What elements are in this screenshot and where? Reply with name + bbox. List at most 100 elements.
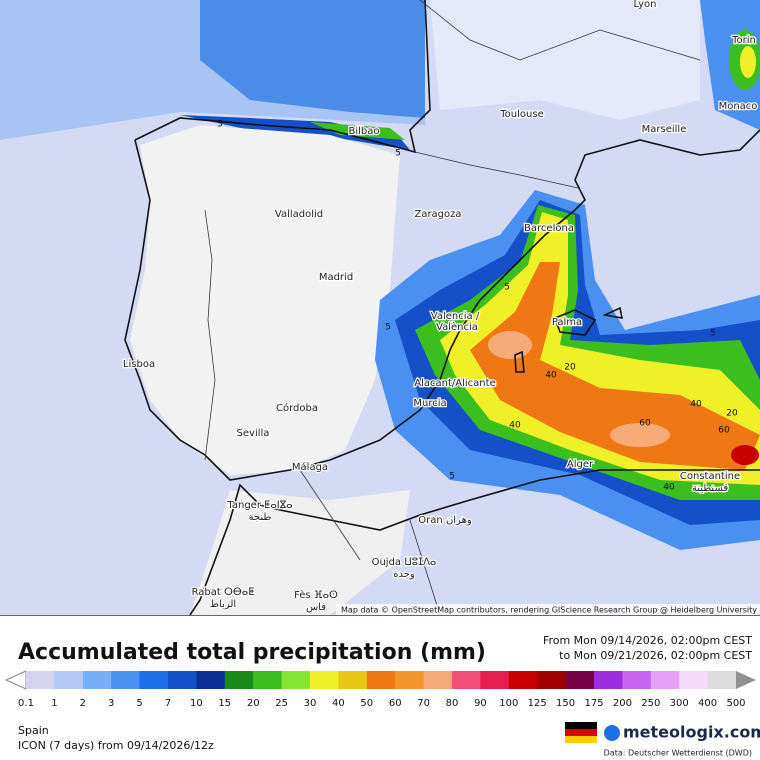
city-label: Toulouse: [499, 109, 543, 120]
city-label: Tanger ⵟⴰⵏⴵⴰ: [226, 500, 292, 511]
city-label: Monaco: [719, 101, 758, 112]
legend-swatch: [679, 671, 709, 689]
legend-label: 20: [247, 698, 260, 709]
legend-label: 10: [190, 698, 203, 709]
coastline: [124, 129, 760, 481]
legend-label: 7: [165, 698, 171, 709]
border: [204, 0, 701, 615]
coastline: [134, 0, 431, 154]
legend-swatch: [196, 671, 226, 689]
city-label: València: [436, 321, 478, 333]
contour-label: 5: [504, 283, 510, 293]
city-label: Oujda ⵡⵓⵊⴷⴰ: [372, 557, 437, 568]
precip-area: [430, 0, 700, 120]
dry-area: [130, 125, 400, 475]
contour-label: 60: [639, 419, 651, 429]
legend-swatch: [508, 671, 538, 689]
legend-swatch: [452, 671, 481, 689]
city-label: Constantine: [680, 471, 740, 482]
date-from: From Mon 09/14/2026, 02:00pm CEST: [543, 634, 752, 647]
legend: 0.1 1 2 3 5 7 10 15 20 25 30 40 50 60 70 80 90 100 125 150 1…: [4, 670, 756, 709]
legend-label: 200: [613, 698, 632, 709]
legend-label: 0.1: [18, 698, 34, 709]
legend-swatch: [650, 671, 680, 689]
legend-swatch: [224, 671, 254, 689]
contour-label: 5: [710, 329, 716, 339]
legend-label: 175: [584, 698, 603, 709]
legend-label: 90: [474, 698, 487, 709]
city-label: وجدة: [393, 569, 415, 580]
legend-swatch: [707, 671, 737, 689]
legend-swatch: [253, 671, 283, 689]
precip-area: [470, 262, 760, 470]
legend-label: 80: [446, 698, 459, 709]
legend-label: 3: [108, 698, 114, 709]
legend-label: 400: [698, 698, 717, 709]
precip-area: [488, 331, 532, 359]
city-label: طنجة: [249, 512, 272, 523]
legend-swatch: [565, 671, 595, 689]
legend-label: 50: [360, 698, 373, 709]
legend-label: 2: [80, 698, 86, 709]
legend-swatch: [366, 671, 396, 689]
legend-label: 125: [528, 698, 547, 709]
contour-label: 5: [395, 149, 401, 159]
flag: [565, 729, 597, 736]
city-label: Córdoba: [276, 402, 318, 414]
legend-swatch: [82, 671, 112, 689]
city-label: Bilbao: [348, 126, 379, 137]
city-label: قسنطينة: [692, 483, 729, 494]
city-label: الرباط: [210, 599, 236, 610]
region: Spain: [18, 724, 49, 737]
map: Map data © OpenStreetMap contributors, r…: [0, 0, 760, 615]
legend-swatch: [139, 671, 169, 689]
contour-label: 40: [690, 400, 702, 410]
contour-label: 5: [217, 120, 223, 130]
legend-swatch: [480, 671, 510, 689]
contour-label: 40: [509, 421, 521, 431]
legend-label: 30: [304, 698, 317, 709]
legend-swatch: [395, 671, 425, 689]
city-label: Palma: [552, 317, 582, 328]
legend-end: [736, 671, 756, 689]
city-label: Torin: [731, 35, 756, 46]
island: [553, 309, 597, 336]
brand[interactable]: meteologix.com: [623, 723, 760, 742]
legend-swatch: [594, 671, 623, 689]
city-label: Barcelona: [524, 223, 574, 234]
city-label: فاس: [306, 602, 326, 613]
city-label: Lyon: [633, 0, 656, 10]
precip-area: [200, 0, 425, 118]
legend-swatch: [111, 671, 141, 689]
legend-swatch: [310, 671, 339, 689]
contour-label: 40: [545, 371, 557, 381]
city-label: Valladolid: [275, 209, 323, 220]
city-label: Málaga: [292, 461, 328, 473]
model-run: ICON (7 days) from 09/14/2026/12z: [18, 739, 214, 752]
legend-swatch: [622, 671, 652, 689]
legend-swatch: [54, 671, 84, 689]
flag: [565, 736, 597, 743]
attribution: Map data © OpenStreetMap contributors, r…: [341, 606, 757, 615]
contour-label: 20: [726, 409, 738, 419]
city-label: Alger: [567, 459, 594, 470]
title: Accumulated total precipitation (mm): [18, 640, 486, 665]
legend-label: 300: [670, 698, 689, 709]
city-label: Fès ⴼⴰⵙ: [294, 589, 338, 601]
attribution-bg: [336, 604, 760, 615]
legend-label: 15: [218, 698, 231, 709]
precip-area: [731, 445, 759, 465]
data-source: Data: Deutscher Wetterdienst (DWD): [604, 749, 752, 758]
city-label: Alacant/Alicante: [414, 378, 495, 389]
legend-swatch: [537, 671, 567, 689]
city-label: Valencia /: [431, 311, 480, 322]
contour-label: 5: [385, 323, 391, 333]
legend-swatch: [168, 671, 197, 689]
legend-swatch: [26, 671, 55, 689]
precip-area: [610, 423, 670, 447]
city-label: Zaragoza: [414, 209, 461, 220]
precip-area: [310, 122, 405, 140]
legend-swatch: [423, 671, 453, 689]
legend-end: [4, 670, 27, 690]
